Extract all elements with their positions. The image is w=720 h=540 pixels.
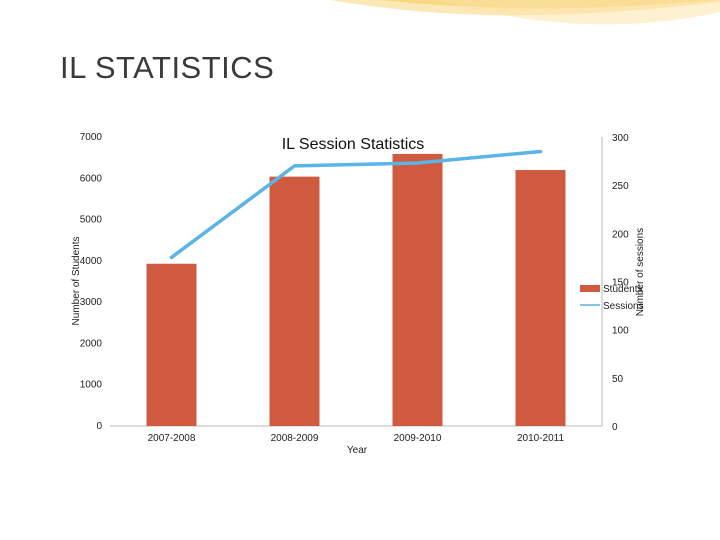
y2-tick-label: 50 [612,374,624,385]
x-tick-label: 2008-2009 [271,433,319,444]
y2-tick-label: 100 [612,326,629,337]
bar-students-2009-2010 [392,153,443,427]
y2-tick-label: 200 [612,229,629,240]
bar-students-2007-2008 [146,263,197,426]
y-tick-label: 7000 [80,132,103,143]
y-tick-label: 4000 [80,256,103,267]
bar-students-2008-2009 [269,176,320,426]
legend: Students Sessions [580,284,644,312]
y-tick-label: 6000 [80,173,103,184]
x-tick-label: 2009-2010 [394,433,442,444]
y-axis-title: Number of Students [71,237,82,326]
legend-students-label: Students [603,284,642,295]
y-tick-label: 0 [96,421,102,432]
legend-sessions-label: Sessions [603,301,644,312]
bar-students-2010-2011 [515,170,566,426]
y2-axis-title: Number of sessions [635,228,646,316]
y2-tick-label: 300 [612,133,629,144]
y2-tick-label: 250 [612,181,629,192]
y-tick-label: 3000 [80,297,103,308]
line-sessions [169,149,543,260]
x-tick-label: 2007-2008 [148,433,196,444]
y-tick-label: 5000 [80,215,103,226]
x-axis-title: Year [347,445,368,456]
x-tick-label: 2010-2011 [517,433,565,444]
y2-tick-label: 0 [612,422,618,433]
y-tick-label: 1000 [80,380,103,391]
y2-tick-label: 150 [612,278,629,289]
plot-area: 0 1000 2000 3000 4000 5000 6000 7000 0 50 100 150 2… [80,132,629,444]
slide-title: IL STATISTICS [60,50,275,85]
chart-title: IL Session Statistics [282,136,425,153]
legend-students-swatch [580,285,600,292]
y-tick-label: 2000 [80,338,103,349]
